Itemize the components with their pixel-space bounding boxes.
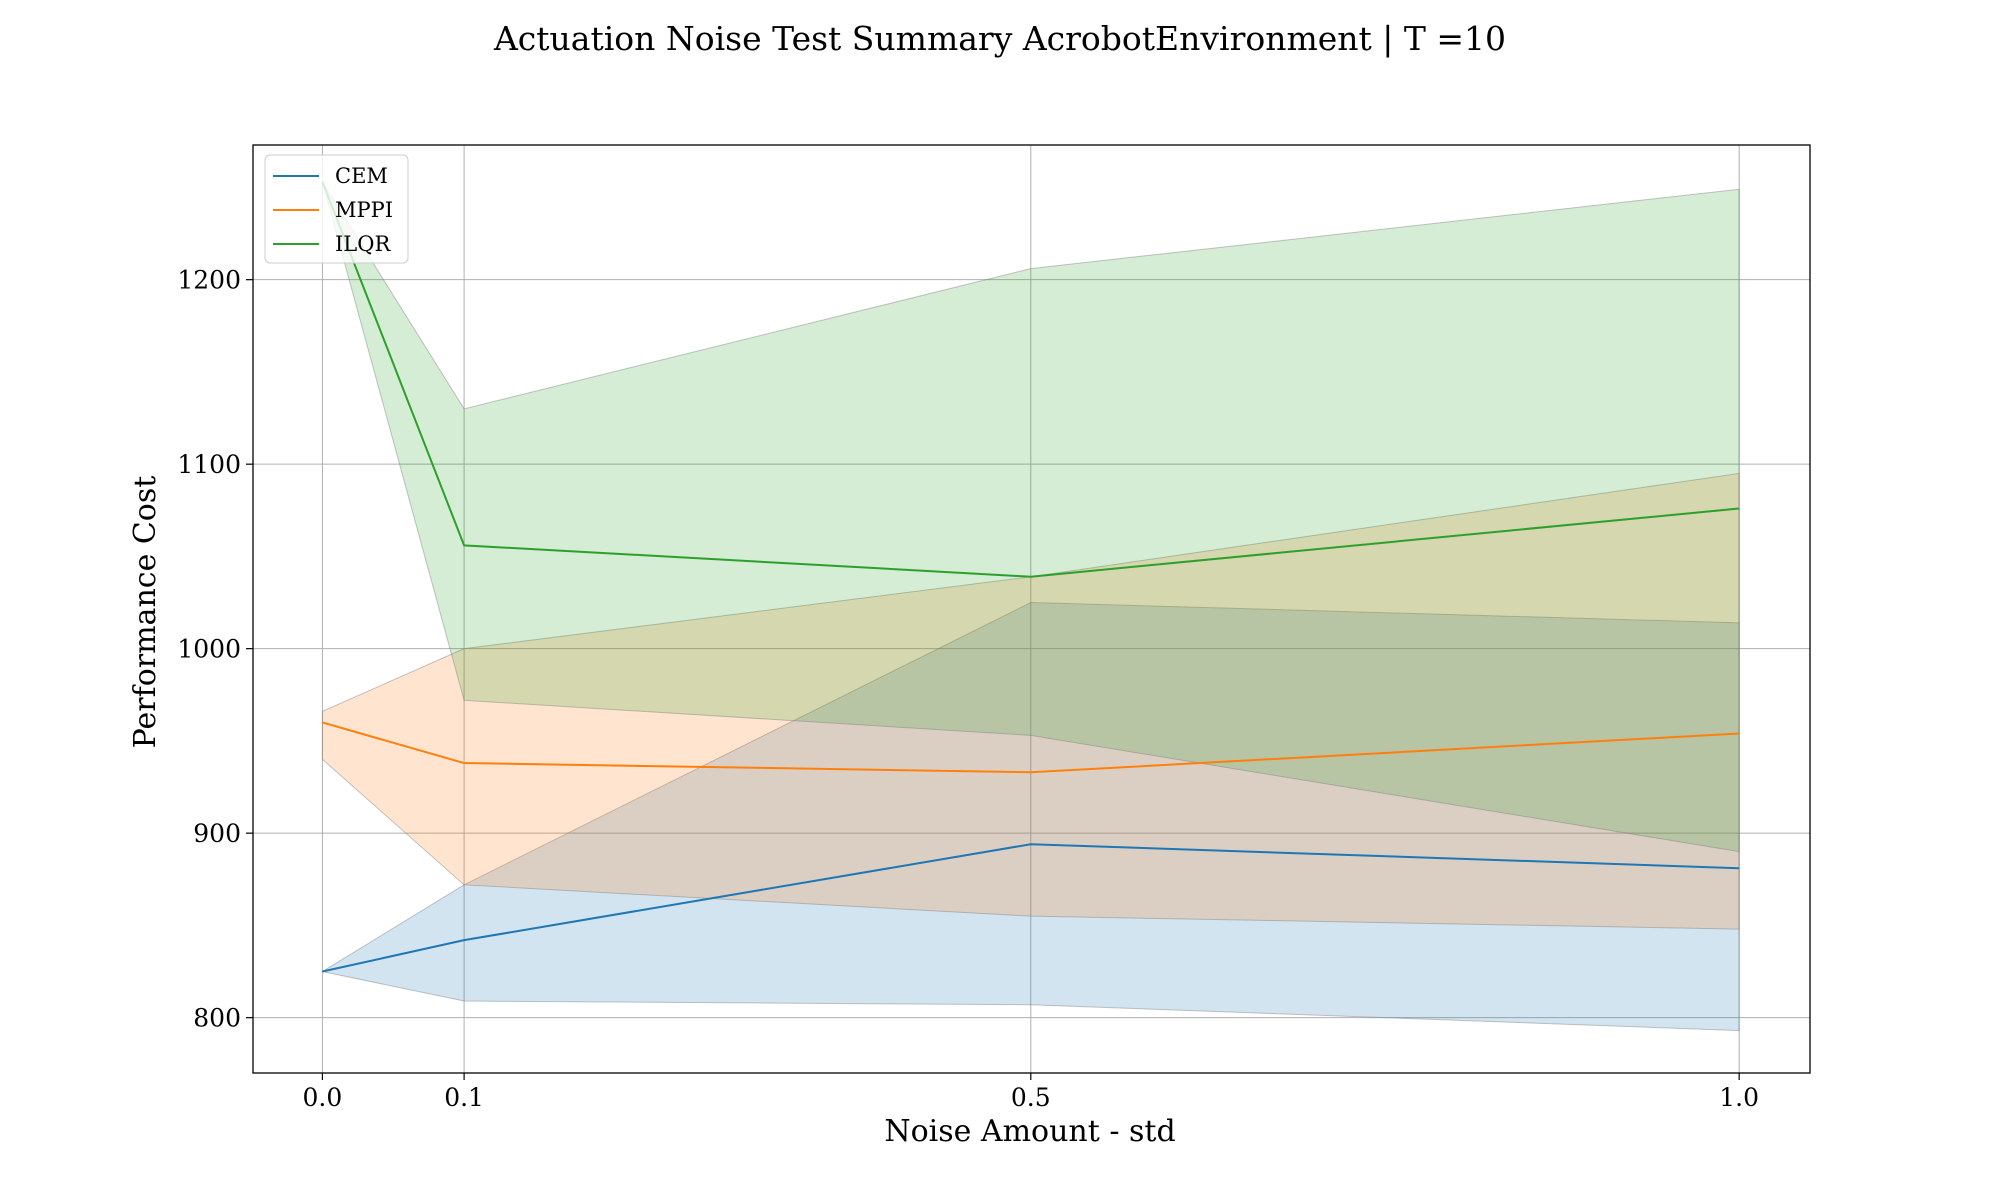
- plot-frame: [252, 144, 1811, 1074]
- x-axis: 0.0 0.1 0.5 1.0: [303, 1073, 1759, 1112]
- band-mppi: [321, 472, 1740, 930]
- x-tick-label: 0.5: [1011, 1083, 1051, 1112]
- line-ilqr: [321, 181, 1740, 578]
- y-tick-label: 1000: [177, 635, 241, 664]
- legend-label-mppi: MPPI: [335, 198, 393, 222]
- x-tick-label: 1.0: [1719, 1083, 1759, 1112]
- y-axis-label: Performance Cost: [128, 476, 163, 749]
- x-tick-label: 0.0: [303, 1083, 343, 1112]
- legend-label-cem: CEM: [335, 164, 388, 188]
- chart-title: Actuation Noise Test Summary AcrobotEnvi…: [493, 19, 1506, 58]
- legend: CEM MPPI ILQR: [264, 154, 409, 264]
- line-mppi: [322, 721, 1740, 774]
- line-cem: [322, 843, 1740, 973]
- series-lines: [321, 181, 1740, 973]
- y-tick-label: 900: [193, 819, 241, 848]
- x-tick-label: 0.1: [444, 1083, 484, 1112]
- x-axis-label: Noise Amount - std: [884, 1114, 1175, 1149]
- band-ilqr: [321, 181, 1740, 853]
- grid: [253, 145, 1810, 1073]
- y-tick-label: 1200: [177, 266, 241, 295]
- band-cem: [321, 602, 1740, 1032]
- y-tick-label: 800: [193, 1004, 241, 1033]
- legend-label-ilqr: ILQR: [335, 232, 391, 256]
- y-axis: 800 900 1000 1100 1200: [177, 266, 253, 1033]
- legend-box: [264, 154, 409, 264]
- confidence-bands: [321, 181, 1740, 1032]
- y-tick-label: 1100: [177, 450, 241, 479]
